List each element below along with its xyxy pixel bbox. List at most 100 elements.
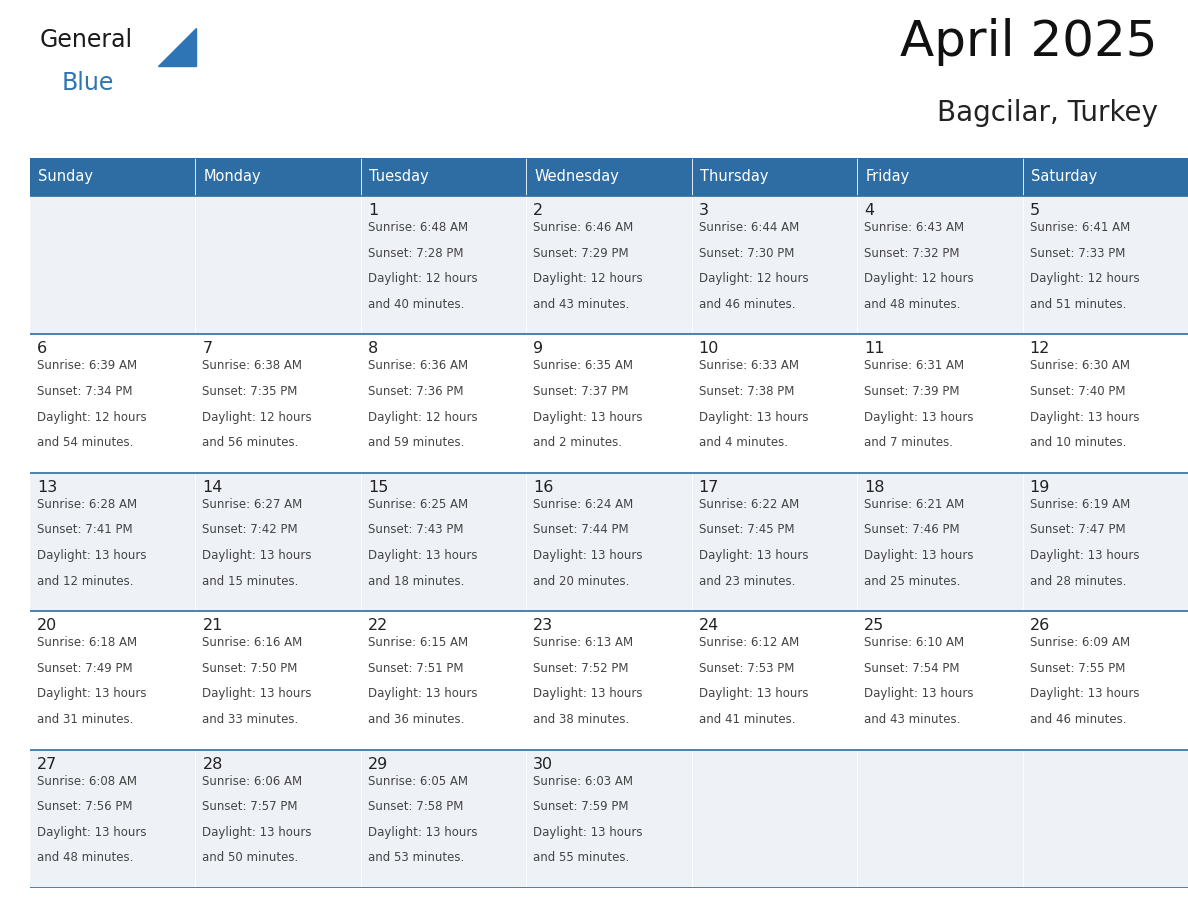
Text: 14: 14: [202, 480, 223, 495]
Text: and 31 minutes.: and 31 minutes.: [37, 713, 133, 726]
Bar: [526, 750, 691, 888]
Bar: [196, 473, 361, 611]
Text: 23: 23: [533, 618, 554, 633]
Text: 2: 2: [533, 203, 543, 218]
Text: and 18 minutes.: and 18 minutes.: [368, 575, 465, 588]
Text: Sunset: 7:46 PM: Sunset: 7:46 PM: [864, 523, 960, 536]
Bar: [1023, 158, 1188, 196]
Bar: [858, 158, 1023, 196]
Text: Daylight: 13 hours: Daylight: 13 hours: [1030, 688, 1139, 700]
Text: 4: 4: [864, 203, 874, 218]
Text: Daylight: 13 hours: Daylight: 13 hours: [37, 826, 146, 839]
Bar: [361, 750, 526, 888]
Text: 19: 19: [1030, 480, 1050, 495]
Text: General: General: [40, 28, 133, 52]
Text: Daylight: 13 hours: Daylight: 13 hours: [37, 549, 146, 562]
Bar: [1023, 611, 1188, 750]
Text: 26: 26: [1030, 618, 1050, 633]
Text: Sunrise: 6:10 AM: Sunrise: 6:10 AM: [864, 636, 965, 649]
Text: Sunset: 7:36 PM: Sunset: 7:36 PM: [368, 385, 463, 398]
Text: and 51 minutes.: and 51 minutes.: [1030, 297, 1126, 311]
Text: Sunset: 7:49 PM: Sunset: 7:49 PM: [37, 662, 133, 675]
Bar: [196, 750, 361, 888]
Text: Sunset: 7:39 PM: Sunset: 7:39 PM: [864, 385, 960, 398]
Text: Sunset: 7:58 PM: Sunset: 7:58 PM: [368, 800, 463, 813]
Text: and 12 minutes.: and 12 minutes.: [37, 575, 133, 588]
Text: Daylight: 12 hours: Daylight: 12 hours: [368, 410, 478, 423]
Text: Sunset: 7:59 PM: Sunset: 7:59 PM: [533, 800, 628, 813]
Text: Bagcilar, Turkey: Bagcilar, Turkey: [937, 99, 1158, 128]
Text: 7: 7: [202, 341, 213, 356]
Text: Sunset: 7:56 PM: Sunset: 7:56 PM: [37, 800, 133, 813]
Text: Daylight: 12 hours: Daylight: 12 hours: [202, 410, 312, 423]
Text: Sunrise: 6:08 AM: Sunrise: 6:08 AM: [37, 775, 137, 788]
Text: Sunrise: 6:31 AM: Sunrise: 6:31 AM: [864, 360, 965, 373]
Text: Sunrise: 6:13 AM: Sunrise: 6:13 AM: [533, 636, 633, 649]
Text: Sunrise: 6:36 AM: Sunrise: 6:36 AM: [368, 360, 468, 373]
Bar: [361, 473, 526, 611]
Text: and 36 minutes.: and 36 minutes.: [368, 713, 465, 726]
Text: Sunrise: 6:48 AM: Sunrise: 6:48 AM: [368, 221, 468, 234]
Text: Sunrise: 6:06 AM: Sunrise: 6:06 AM: [202, 775, 303, 788]
Text: Sunset: 7:44 PM: Sunset: 7:44 PM: [533, 523, 628, 536]
Bar: [691, 158, 858, 196]
Text: Sunset: 7:50 PM: Sunset: 7:50 PM: [202, 662, 298, 675]
Text: Sunset: 7:30 PM: Sunset: 7:30 PM: [699, 247, 794, 260]
Text: Sunrise: 6:24 AM: Sunrise: 6:24 AM: [533, 498, 633, 510]
Text: Daylight: 12 hours: Daylight: 12 hours: [1030, 273, 1139, 285]
Text: Sunrise: 6:15 AM: Sunrise: 6:15 AM: [368, 636, 468, 649]
Text: 16: 16: [533, 480, 554, 495]
Text: and 38 minutes.: and 38 minutes.: [533, 713, 630, 726]
Text: 27: 27: [37, 756, 57, 772]
Text: Daylight: 12 hours: Daylight: 12 hours: [533, 273, 643, 285]
Text: Wednesday: Wednesday: [535, 170, 619, 185]
Text: 10: 10: [699, 341, 719, 356]
Bar: [1023, 473, 1188, 611]
Text: 18: 18: [864, 480, 885, 495]
Text: Sunrise: 6:38 AM: Sunrise: 6:38 AM: [202, 360, 303, 373]
Text: Sunrise: 6:22 AM: Sunrise: 6:22 AM: [699, 498, 800, 510]
Text: Sunset: 7:32 PM: Sunset: 7:32 PM: [864, 247, 960, 260]
Text: 17: 17: [699, 480, 719, 495]
Text: Sunrise: 6:46 AM: Sunrise: 6:46 AM: [533, 221, 633, 234]
Text: Sunrise: 6:30 AM: Sunrise: 6:30 AM: [1030, 360, 1130, 373]
Text: Daylight: 13 hours: Daylight: 13 hours: [533, 826, 643, 839]
Text: and 20 minutes.: and 20 minutes.: [533, 575, 630, 588]
Text: Sunrise: 6:09 AM: Sunrise: 6:09 AM: [1030, 636, 1130, 649]
Text: 1: 1: [368, 203, 378, 218]
Text: Daylight: 13 hours: Daylight: 13 hours: [368, 826, 478, 839]
Bar: [361, 196, 526, 334]
Text: and 10 minutes.: and 10 minutes.: [1030, 436, 1126, 449]
Text: and 50 minutes.: and 50 minutes.: [202, 851, 298, 865]
Bar: [858, 611, 1023, 750]
Text: Sunrise: 6:35 AM: Sunrise: 6:35 AM: [533, 360, 633, 373]
Text: and 7 minutes.: and 7 minutes.: [864, 436, 953, 449]
Text: Daylight: 13 hours: Daylight: 13 hours: [368, 688, 478, 700]
Text: Daylight: 13 hours: Daylight: 13 hours: [864, 410, 974, 423]
Text: 28: 28: [202, 756, 223, 772]
Bar: [858, 750, 1023, 888]
Bar: [196, 334, 361, 473]
Text: and 48 minutes.: and 48 minutes.: [864, 297, 961, 311]
Bar: [691, 196, 858, 334]
Text: Daylight: 13 hours: Daylight: 13 hours: [699, 410, 808, 423]
Text: Sunrise: 6:28 AM: Sunrise: 6:28 AM: [37, 498, 137, 510]
Text: and 53 minutes.: and 53 minutes.: [368, 851, 465, 865]
Bar: [526, 473, 691, 611]
Text: 24: 24: [699, 618, 719, 633]
Text: Daylight: 13 hours: Daylight: 13 hours: [202, 549, 312, 562]
Text: Sunrise: 6:16 AM: Sunrise: 6:16 AM: [202, 636, 303, 649]
Text: Sunset: 7:47 PM: Sunset: 7:47 PM: [1030, 523, 1125, 536]
Text: 20: 20: [37, 618, 57, 633]
Text: April 2025: April 2025: [901, 18, 1158, 66]
Text: Daylight: 13 hours: Daylight: 13 hours: [533, 410, 643, 423]
Bar: [30, 473, 196, 611]
Bar: [526, 158, 691, 196]
Text: 15: 15: [368, 480, 388, 495]
Bar: [361, 334, 526, 473]
Text: Sunset: 7:54 PM: Sunset: 7:54 PM: [864, 662, 960, 675]
Text: and 28 minutes.: and 28 minutes.: [1030, 575, 1126, 588]
Bar: [30, 196, 196, 334]
Text: Sunset: 7:41 PM: Sunset: 7:41 PM: [37, 523, 133, 536]
Text: Tuesday: Tuesday: [368, 170, 429, 185]
